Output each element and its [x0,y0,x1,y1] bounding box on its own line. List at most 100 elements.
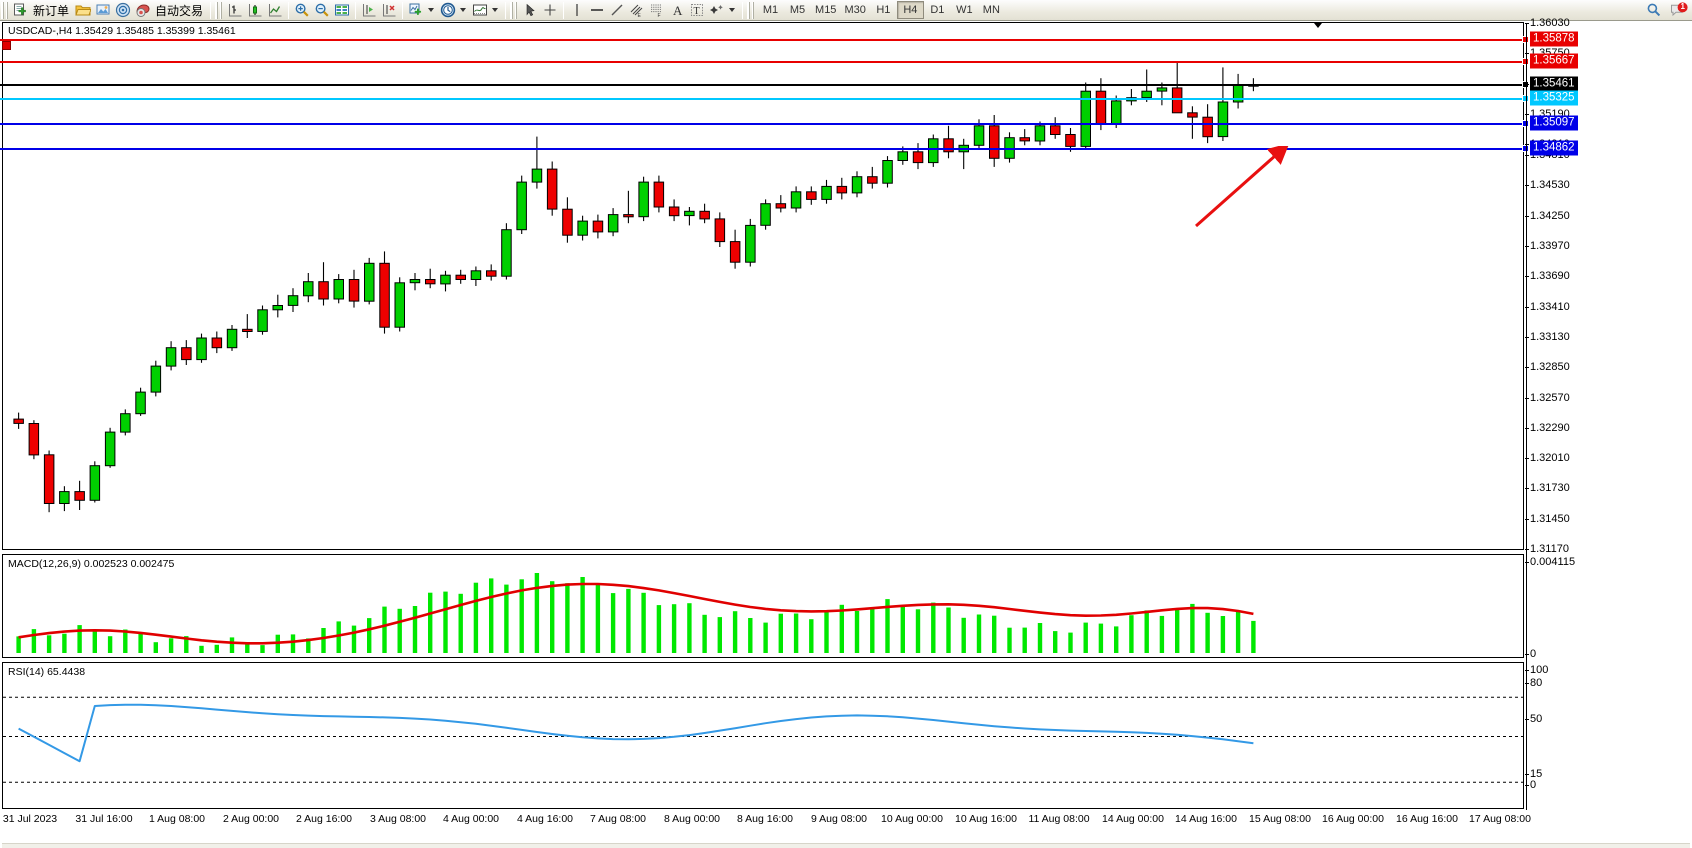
search-button[interactable] [1644,1,1664,20]
price-line-resistance-2[interactable] [0,58,1529,66]
macd-scale-bottom: 0 [1524,648,1537,660]
time-tick: 4 Aug 16:00 [516,813,574,825]
templates-icon [472,2,488,18]
timeframe-m30[interactable]: M30 [844,4,866,16]
price-label-resistance-2: 1.35667 [1530,53,1578,69]
price-tick: 1.32850 [1525,361,1570,374]
toolbar-grip-3[interactable] [510,1,518,19]
chart-pin-handle[interactable] [2,41,11,50]
timeframe-w1[interactable]: W1 [956,4,973,16]
text-label-button[interactable]: T [687,1,707,20]
price-tick: 1.33130 [1525,330,1570,343]
autotrading-button[interactable]: 自动交易 [133,1,207,20]
objects-button[interactable] [707,1,739,20]
indicators-button[interactable] [406,1,438,20]
timeframe-group: M1 M5 M15 M30 H1 H4 D1 W1 MN [757,1,1005,19]
toolbar-grip[interactable] [1,1,8,19]
price-line-handle[interactable] [1522,95,1529,103]
price-line-pivot[interactable] [0,95,1529,103]
equidistant-channel-button[interactable]: E [627,1,647,20]
toolbar-grip-2[interactable] [215,1,223,19]
rsi-level-0: 0 [1524,779,1537,791]
chart-workspace[interactable]: USDCAD-,H4 1.35429 1.35485 1.35399 1.354… [0,17,1692,848]
zoom-in-icon [294,2,310,18]
new-order-button[interactable]: 新订单 [11,1,73,20]
timeframe-h4[interactable]: H4 [896,1,924,19]
chart-shift-marker[interactable] [1314,23,1322,28]
trendline-icon [609,2,625,18]
crosshair-button[interactable] [540,1,560,20]
time-tick: 31 Jul 16:00 [75,813,133,825]
macd-scale-top: 0.004115 [1524,556,1576,568]
time-tick: 10 Aug 16:00 [955,813,1017,825]
vline-button[interactable] [567,1,587,20]
macd-panel[interactable]: MACD(12,26,9) 0.002523 0.002475 [2,554,1524,658]
chevron-down-icon[interactable] [428,8,435,12]
fibonacci-icon: F [649,2,665,19]
price-line-handle[interactable] [1522,58,1529,66]
price-line-last-price[interactable] [0,80,1529,88]
cursor-icon [522,2,538,18]
timeframe-m15[interactable]: M15 [815,4,837,16]
toolbar-separator-3 [355,1,357,19]
time-tick: 17 Aug 08:00 [1469,813,1531,825]
price-axis[interactable]: 1.360301.357501.354701.351901.349101.348… [1524,17,1692,810]
timeframe-m1[interactable]: M1 [762,4,779,16]
price-line-handle[interactable] [1522,35,1529,43]
price-line-support-1[interactable] [0,120,1529,127]
chart-shift-button[interactable] [359,1,379,20]
fibonacci-button[interactable]: F [647,1,667,20]
zoom-out-icon [314,2,330,18]
chevron-down-icon-4[interactable] [729,8,736,12]
folder-icon [75,2,92,18]
data-window-button[interactable] [332,1,352,20]
profiles-button[interactable] [93,1,113,20]
timeframe-m5[interactable]: M5 [789,4,806,16]
search-icon [1646,2,1662,18]
price-chart-panel[interactable]: USDCAD-,H4 1.35429 1.35485 1.35399 1.354… [2,22,1524,550]
notification-button[interactable]: 1 [1668,1,1688,20]
market-watch-icon [115,2,131,18]
time-axis[interactable]: 31 Jul 2023 31 Jul 16:00 1 Aug 08:00 2 Aug … [0,811,1531,827]
price-tick: 1.31450 [1525,512,1570,525]
toolbar-grip-4[interactable] [747,1,755,19]
rsi-panel[interactable]: RSI(14) 65.4438 [2,662,1524,809]
time-tick: 15 Aug 08:00 [1249,813,1311,825]
bar-chart-icon [227,2,243,18]
price-line-resistance-1[interactable] [0,35,1529,43]
cursor-button[interactable] [520,1,540,20]
price-label-last-price: 1.35461 [1530,76,1578,92]
hline-button[interactable] [587,1,607,20]
svg-text:F: F [658,13,661,18]
vline-icon [569,2,585,18]
equidistant-channel-icon: E [629,2,645,19]
trendline-button[interactable] [607,1,627,20]
price-tick: 1.33970 [1525,240,1570,252]
toolbar-separator-2 [288,1,290,19]
auto-scroll-button[interactable] [379,1,399,20]
zoom-out-button[interactable] [312,1,332,20]
timeframe-h1[interactable]: H1 [876,4,891,16]
svg-text:T: T [694,6,700,17]
zoom-in-button[interactable] [292,1,312,20]
bar-chart-button[interactable] [225,1,245,20]
price-line-handle[interactable] [1522,120,1529,127]
price-line-support-2[interactable] [0,145,1529,153]
timeframe-mn[interactable]: MN [982,4,1000,16]
chevron-down-icon-3[interactable] [492,8,499,12]
market-watch-button[interactable] [113,1,133,20]
chevron-down-icon-2[interactable] [460,8,467,12]
candlestick-chart-button[interactable] [245,1,265,20]
toolbar-separator [210,1,212,19]
period-button[interactable] [438,1,470,20]
text-button[interactable]: A [667,1,687,20]
text-label-icon: T [689,2,705,18]
svg-text:E: E [638,13,642,18]
folder-button[interactable] [73,1,93,20]
timeframe-d1[interactable]: D1 [930,4,945,16]
horizontal-scrollbar[interactable] [2,843,1690,848]
line-chart-button[interactable] [265,1,285,20]
price-line-handle[interactable] [1522,145,1529,153]
autotrading-icon [135,2,151,18]
templates-button[interactable] [470,1,502,20]
